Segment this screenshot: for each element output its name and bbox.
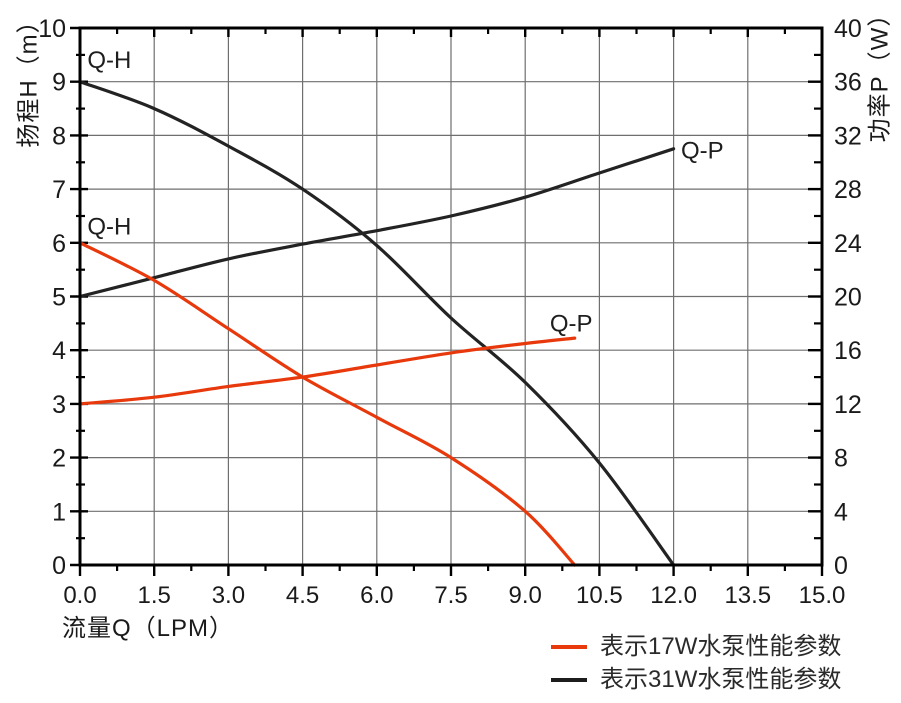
legend-line	[551, 644, 587, 649]
y-right-tick-label: 0	[834, 552, 848, 580]
y-left-tick-label: 7	[52, 176, 66, 204]
x-tick-label: 10.5	[576, 582, 623, 609]
legend-line	[551, 677, 587, 682]
y-right-tick-label: 4	[834, 498, 848, 526]
x-tick-label: 6.0	[360, 582, 393, 609]
x-tick-label: 0.0	[63, 582, 96, 609]
x-tick-label: 1.5	[138, 582, 171, 609]
curve-label-qp-31w: Q-P	[681, 137, 724, 164]
curve-qp-17w	[78, 336, 577, 406]
curve-label-qp-17w: Q-P	[550, 310, 593, 337]
x-tick-label: 3.0	[212, 582, 245, 609]
y-right-tick-label: 8	[834, 445, 848, 473]
y-right-tick-label: 16	[834, 337, 862, 365]
x-tick-label: 4.5	[286, 582, 319, 609]
y-right-tick-label: 28	[834, 176, 862, 204]
y-left-tick-label: 5	[52, 284, 66, 312]
legend-item: 表示17W水泵性能参数	[551, 630, 841, 663]
x-tick-label: 15.0	[799, 582, 846, 609]
x-axis-title: 流量Q（LPM）	[62, 615, 235, 642]
x-tick-label: 9.0	[509, 582, 542, 609]
y-left-tick-label: 4	[52, 337, 66, 365]
legend-label: 表示17W水泵性能参数	[600, 633, 842, 660]
y-right-tick-label: 12	[834, 391, 862, 419]
y-left-tick-label: 10	[38, 15, 66, 43]
curve-label-qh-31w: Q-H	[87, 47, 131, 74]
y-left-tick-label: 0	[52, 552, 66, 580]
x-tick-label: 13.5	[724, 582, 771, 609]
y-right-axis-title: 功率P（W）	[866, 1, 894, 143]
x-tick-label: 12.0	[650, 582, 697, 609]
y-left-tick-label: 1	[52, 498, 66, 526]
y-left-axis-title: 扬程H（m）	[15, 8, 43, 148]
legend-item: 表示31W水泵性能参数	[551, 663, 841, 696]
x-tick-label: 7.5	[434, 582, 467, 609]
y-left-tick-label: 9	[52, 69, 66, 97]
plot-frame	[78, 26, 824, 567]
curve-label-qh-17w: Q-H	[87, 214, 131, 241]
y-right-tick-label: 32	[834, 122, 862, 150]
y-left-tick-label: 3	[52, 391, 66, 419]
y-right-tick-label: 24	[834, 230, 862, 258]
y-left-tick-label: 6	[52, 230, 66, 258]
y-right-tick-label: 20	[834, 284, 862, 312]
y-right-tick-label: 36	[834, 69, 862, 97]
legend-label: 表示31W水泵性能参数	[600, 666, 842, 693]
y-left-tick-label: 2	[52, 445, 66, 473]
y-right-tick-label: 40	[834, 15, 862, 43]
legend: 表示17W水泵性能参数 表示31W水泵性能参数	[551, 630, 841, 696]
y-left-tick-label: 8	[52, 122, 66, 150]
curve-qh-31w	[78, 80, 676, 567]
curve-qp-31w	[78, 147, 676, 299]
curve-qh-17w	[78, 241, 577, 567]
